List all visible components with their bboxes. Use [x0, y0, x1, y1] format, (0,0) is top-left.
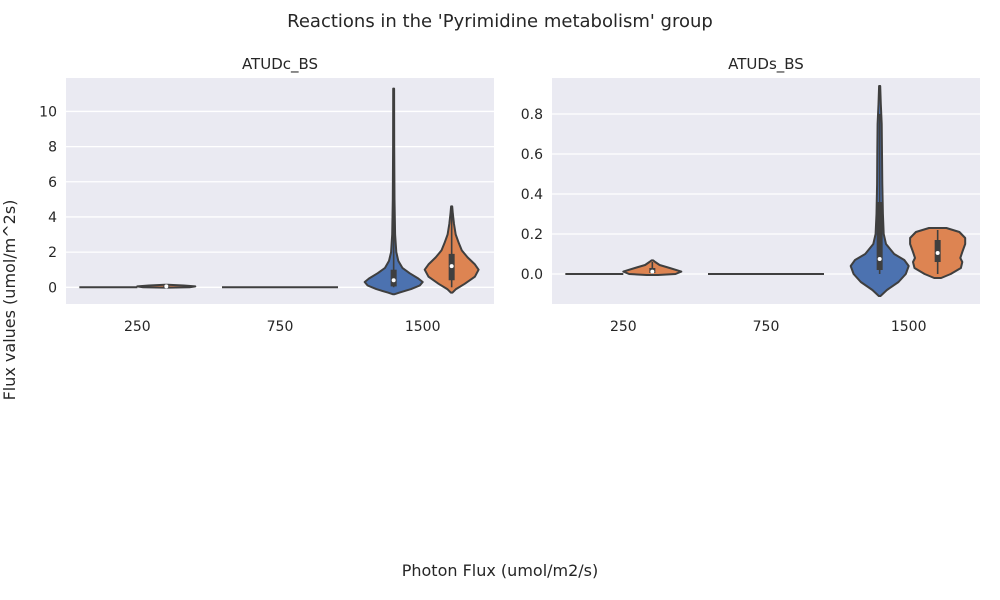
chart-title: Reactions in the 'Pyrimidine metabolism'…: [287, 11, 713, 32]
x-tick-label: 250: [124, 319, 151, 335]
violin-median: [935, 251, 940, 255]
x-tick-label: 750: [753, 319, 780, 335]
y-tick-label: 0.6: [521, 147, 543, 163]
violin-1500-series-2: [423, 205, 480, 294]
y-tick-label: 6: [48, 175, 57, 191]
violin-1500-series-1: [849, 85, 910, 297]
violin-250-series-2: [136, 283, 197, 289]
y-tick-label: 0.2: [521, 227, 543, 243]
x-tick-label: 1500: [405, 319, 441, 335]
violin-median: [650, 269, 655, 274]
y-tick-label: 8: [48, 140, 57, 156]
y-tick-label: 0.4: [521, 187, 543, 203]
x-tick-label: 750: [267, 319, 294, 335]
panels-group: 0 2 4 6 8 10 250 750 1500 ATUDc_BS 0.0 0.2 0.4 0.6 0.8…: [39, 55, 980, 335]
y-tick-label: 0.8: [521, 107, 543, 123]
y-tick-label: 0.0: [521, 267, 543, 283]
violin-median: [164, 284, 169, 289]
violin-1500-series-1: [363, 87, 424, 296]
plot-background: [66, 78, 494, 304]
violin-median: [391, 278, 396, 283]
y-tick-label: 0: [48, 280, 57, 296]
y-tick-label: 4: [48, 210, 57, 226]
panel-2: 0.0 0.2 0.4 0.6 0.8 250 750 1500 ATUDs_BS: [521, 55, 980, 335]
plot-background: [552, 78, 980, 304]
y-tick-label: 10: [39, 104, 57, 120]
panel-title: ATUDc_BS: [242, 55, 318, 74]
violin-250-series-2: [622, 259, 683, 276]
violin-iqr-box: [876, 202, 883, 270]
violin-1500-series-2: [909, 227, 967, 279]
y-axis-label: Flux values (umol/m^2s): [0, 200, 19, 401]
violin-iqr-box: [390, 269, 397, 287]
violin-median: [449, 264, 454, 269]
y-tick-label: 2: [48, 245, 57, 261]
x-tick-label: 250: [610, 319, 637, 335]
panel-title: ATUDs_BS: [728, 55, 804, 74]
x-axis-label: Photon Flux (umol/m2/s): [402, 561, 599, 580]
violin-median: [877, 257, 882, 261]
panel-1: 0 2 4 6 8 10 250 750 1500 ATUDc_BS: [39, 55, 494, 335]
x-tick-label: 1500: [891, 319, 927, 335]
